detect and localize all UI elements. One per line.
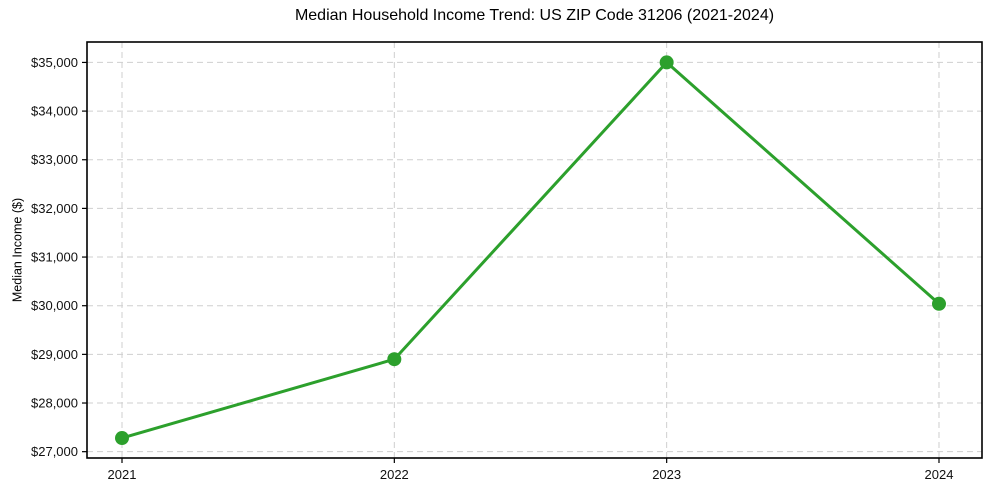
- data-point-marker: [115, 431, 129, 446]
- x-tick-label: 2024: [925, 467, 954, 482]
- y-tick-label: $31,000: [31, 250, 78, 265]
- chart-title: Median Household Income Trend: US ZIP Co…: [294, 7, 775, 24]
- y-tick-label: $34,000: [31, 104, 78, 119]
- data-point-marker: [931, 296, 946, 311]
- y-tick-label: $35,000: [31, 55, 78, 70]
- x-tick-label: 2022: [380, 467, 409, 482]
- y-tick-label: $27,000: [31, 444, 78, 459]
- x-tick-label: 2021: [108, 467, 137, 482]
- y-tick-label: $32,000: [31, 201, 78, 216]
- plot-box-spines: [86, 41, 983, 459]
- y-tick-label: $28,000: [31, 396, 78, 411]
- data-point-marker: [387, 352, 402, 367]
- data-line: [120, 60, 941, 440]
- data-point-marker: [659, 55, 674, 70]
- x-tick-label: 2023: [652, 467, 681, 482]
- y-tick-label: $29,000: [31, 347, 78, 362]
- y-tick-label: $33,000: [31, 152, 78, 167]
- y-tick-label: $30,000: [31, 298, 78, 313]
